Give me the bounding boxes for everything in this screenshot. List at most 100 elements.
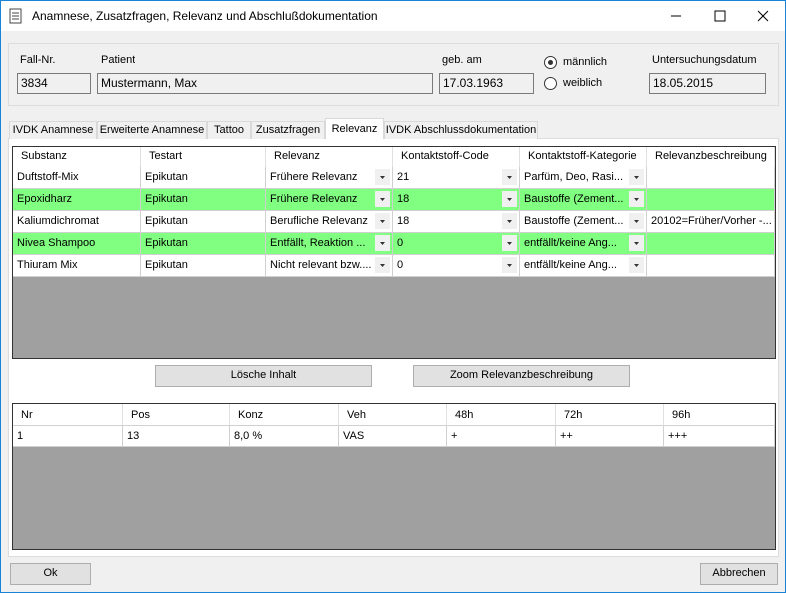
column-header[interactable]: 96h bbox=[664, 404, 775, 426]
column-header[interactable]: Kontaktstoff-Code bbox=[393, 147, 520, 167]
column-header[interactable]: Kontaktstoff-Kategorie bbox=[520, 147, 647, 167]
dropdown-arrow[interactable] bbox=[502, 169, 517, 185]
table-cell[interactable]: 13 bbox=[123, 426, 230, 447]
arrow-icon bbox=[375, 257, 390, 273]
dropdown-arrow[interactable] bbox=[629, 213, 644, 229]
table-cell[interactable]: Frühere Relevanz bbox=[266, 167, 393, 189]
table-cell[interactable]: Epikutan bbox=[141, 189, 266, 211]
arrow-icon bbox=[502, 191, 517, 207]
field-label: Patient bbox=[101, 54, 135, 66]
button[interactable]: Abbrechen bbox=[700, 563, 778, 585]
table-cell[interactable] bbox=[647, 233, 775, 255]
dropdown-arrow[interactable] bbox=[502, 257, 517, 273]
button[interactable]: Ok bbox=[10, 563, 91, 585]
tab[interactable]: Erweiterte Anamnese bbox=[97, 121, 207, 139]
table-cell[interactable]: 18 bbox=[393, 211, 520, 233]
dropdown-arrow[interactable] bbox=[375, 191, 390, 207]
column-header[interactable]: Substanz bbox=[13, 147, 141, 167]
table-cell[interactable] bbox=[647, 189, 775, 211]
tab[interactable]: Zusatzfragen bbox=[251, 121, 325, 139]
table-cell[interactable]: Epikutan bbox=[141, 233, 266, 255]
table-cell[interactable]: entfällt/keine Ang... bbox=[520, 233, 647, 255]
table-cell[interactable]: Nicht relevant bzw.... bbox=[266, 255, 393, 277]
table-cell[interactable]: Nivea Shampoo bbox=[13, 233, 141, 255]
button[interactable]: Zoom Relevanzbeschreibung bbox=[413, 365, 630, 387]
dropdown-arrow[interactable] bbox=[629, 169, 644, 185]
column-header[interactable]: 48h bbox=[447, 404, 556, 426]
table-cell[interactable]: 1 bbox=[13, 426, 123, 447]
window-controls[interactable] bbox=[651, 1, 785, 31]
column-header[interactable]: Nr bbox=[13, 404, 123, 426]
tab[interactable]: Tattoo bbox=[207, 121, 251, 139]
radio-button[interactable] bbox=[544, 77, 557, 90]
arrow-icon bbox=[502, 257, 517, 273]
table-cell[interactable]: Epikutan bbox=[141, 255, 266, 277]
radio-button[interactable] bbox=[544, 56, 557, 69]
table-cell[interactable]: VAS bbox=[339, 426, 447, 447]
field-label: Untersuchungsdatum bbox=[652, 54, 757, 66]
table-cell[interactable]: Epikutan bbox=[141, 167, 266, 189]
table-cell[interactable]: 21 bbox=[393, 167, 520, 189]
field-input[interactable]: 18.05.2015 bbox=[649, 73, 766, 94]
table-cell[interactable]: 20102=Früher/Vorher -... bbox=[647, 211, 775, 233]
arrow-icon bbox=[629, 257, 644, 273]
field-input[interactable]: 17.03.1963 bbox=[439, 73, 534, 94]
tab[interactable]: IVDK Abschlussdokumentation bbox=[384, 121, 538, 139]
table-cell[interactable]: Baustoffe (Zement... bbox=[520, 211, 647, 233]
column-header[interactable]: Testart bbox=[141, 147, 266, 167]
dropdown-arrow[interactable] bbox=[375, 235, 390, 251]
column-header[interactable]: 72h bbox=[556, 404, 664, 426]
dropdown-arrow[interactable] bbox=[502, 191, 517, 207]
arrow-icon bbox=[502, 235, 517, 251]
arrow-icon bbox=[375, 235, 390, 251]
table-cell[interactable]: +++ bbox=[664, 426, 775, 447]
dropdown-arrow[interactable] bbox=[375, 257, 390, 273]
dropdown-arrow[interactable] bbox=[629, 191, 644, 207]
table-cell[interactable] bbox=[647, 255, 775, 277]
column-header[interactable]: Relevanzbeschreibung bbox=[647, 147, 775, 167]
table-cell[interactable] bbox=[647, 167, 775, 189]
arrow-icon bbox=[629, 235, 644, 251]
field-label: geb. am bbox=[442, 54, 482, 66]
dropdown-arrow[interactable] bbox=[375, 213, 390, 229]
table-cell[interactable]: Epikutan bbox=[141, 211, 266, 233]
table-cell[interactable]: Berufliche Relevanz bbox=[266, 211, 393, 233]
dropdown-arrow[interactable] bbox=[502, 213, 517, 229]
column-header[interactable]: Pos bbox=[123, 404, 230, 426]
arrow-icon bbox=[629, 213, 644, 229]
table-cell[interactable]: Thiuram Mix bbox=[13, 255, 141, 277]
arrow-icon bbox=[629, 191, 644, 207]
column-header[interactable]: Veh bbox=[339, 404, 447, 426]
radio-label: weiblich bbox=[563, 77, 602, 89]
arrow-icon bbox=[502, 213, 517, 229]
button[interactable]: Lösche Inhalt bbox=[155, 365, 372, 387]
arrow-icon bbox=[375, 169, 390, 185]
tab[interactable]: Relevanz bbox=[325, 118, 384, 139]
table-cell[interactable]: 0 bbox=[393, 255, 520, 277]
dropdown-arrow[interactable] bbox=[629, 235, 644, 251]
table-cell[interactable]: Entfällt, Reaktion ... bbox=[266, 233, 393, 255]
field-input[interactable]: Mustermann, Max bbox=[97, 73, 433, 94]
tab[interactable]: IVDK Anamnese bbox=[9, 121, 97, 139]
table-cell[interactable]: Parfüm, Deo, Rasi... bbox=[520, 167, 647, 189]
table-cell[interactable]: entfällt/keine Ang... bbox=[520, 255, 647, 277]
table-cell[interactable]: 0 bbox=[393, 233, 520, 255]
dropdown-arrow[interactable] bbox=[375, 169, 390, 185]
table-cell[interactable]: ++ bbox=[556, 426, 664, 447]
table-cell[interactable]: Frühere Relevanz bbox=[266, 189, 393, 211]
table-cell[interactable]: Kaliumdichromat bbox=[13, 211, 141, 233]
table-cell[interactable]: Baustoffe (Zement... bbox=[520, 189, 647, 211]
field-label: Fall-Nr. bbox=[20, 54, 55, 66]
table-cell[interactable]: + bbox=[447, 426, 556, 447]
column-header[interactable]: Relevanz bbox=[266, 147, 393, 167]
arrow-icon bbox=[375, 191, 390, 207]
arrow-icon bbox=[629, 169, 644, 185]
table-cell[interactable]: Epoxidharz bbox=[13, 189, 141, 211]
dropdown-arrow[interactable] bbox=[502, 235, 517, 251]
table-cell[interactable]: Duftstoff-Mix bbox=[13, 167, 141, 189]
field-input[interactable]: 3834 bbox=[17, 73, 91, 94]
dropdown-arrow[interactable] bbox=[629, 257, 644, 273]
column-header[interactable]: Konz bbox=[230, 404, 339, 426]
table-cell[interactable]: 18 bbox=[393, 189, 520, 211]
table-cell[interactable]: 8,0 % bbox=[230, 426, 339, 447]
